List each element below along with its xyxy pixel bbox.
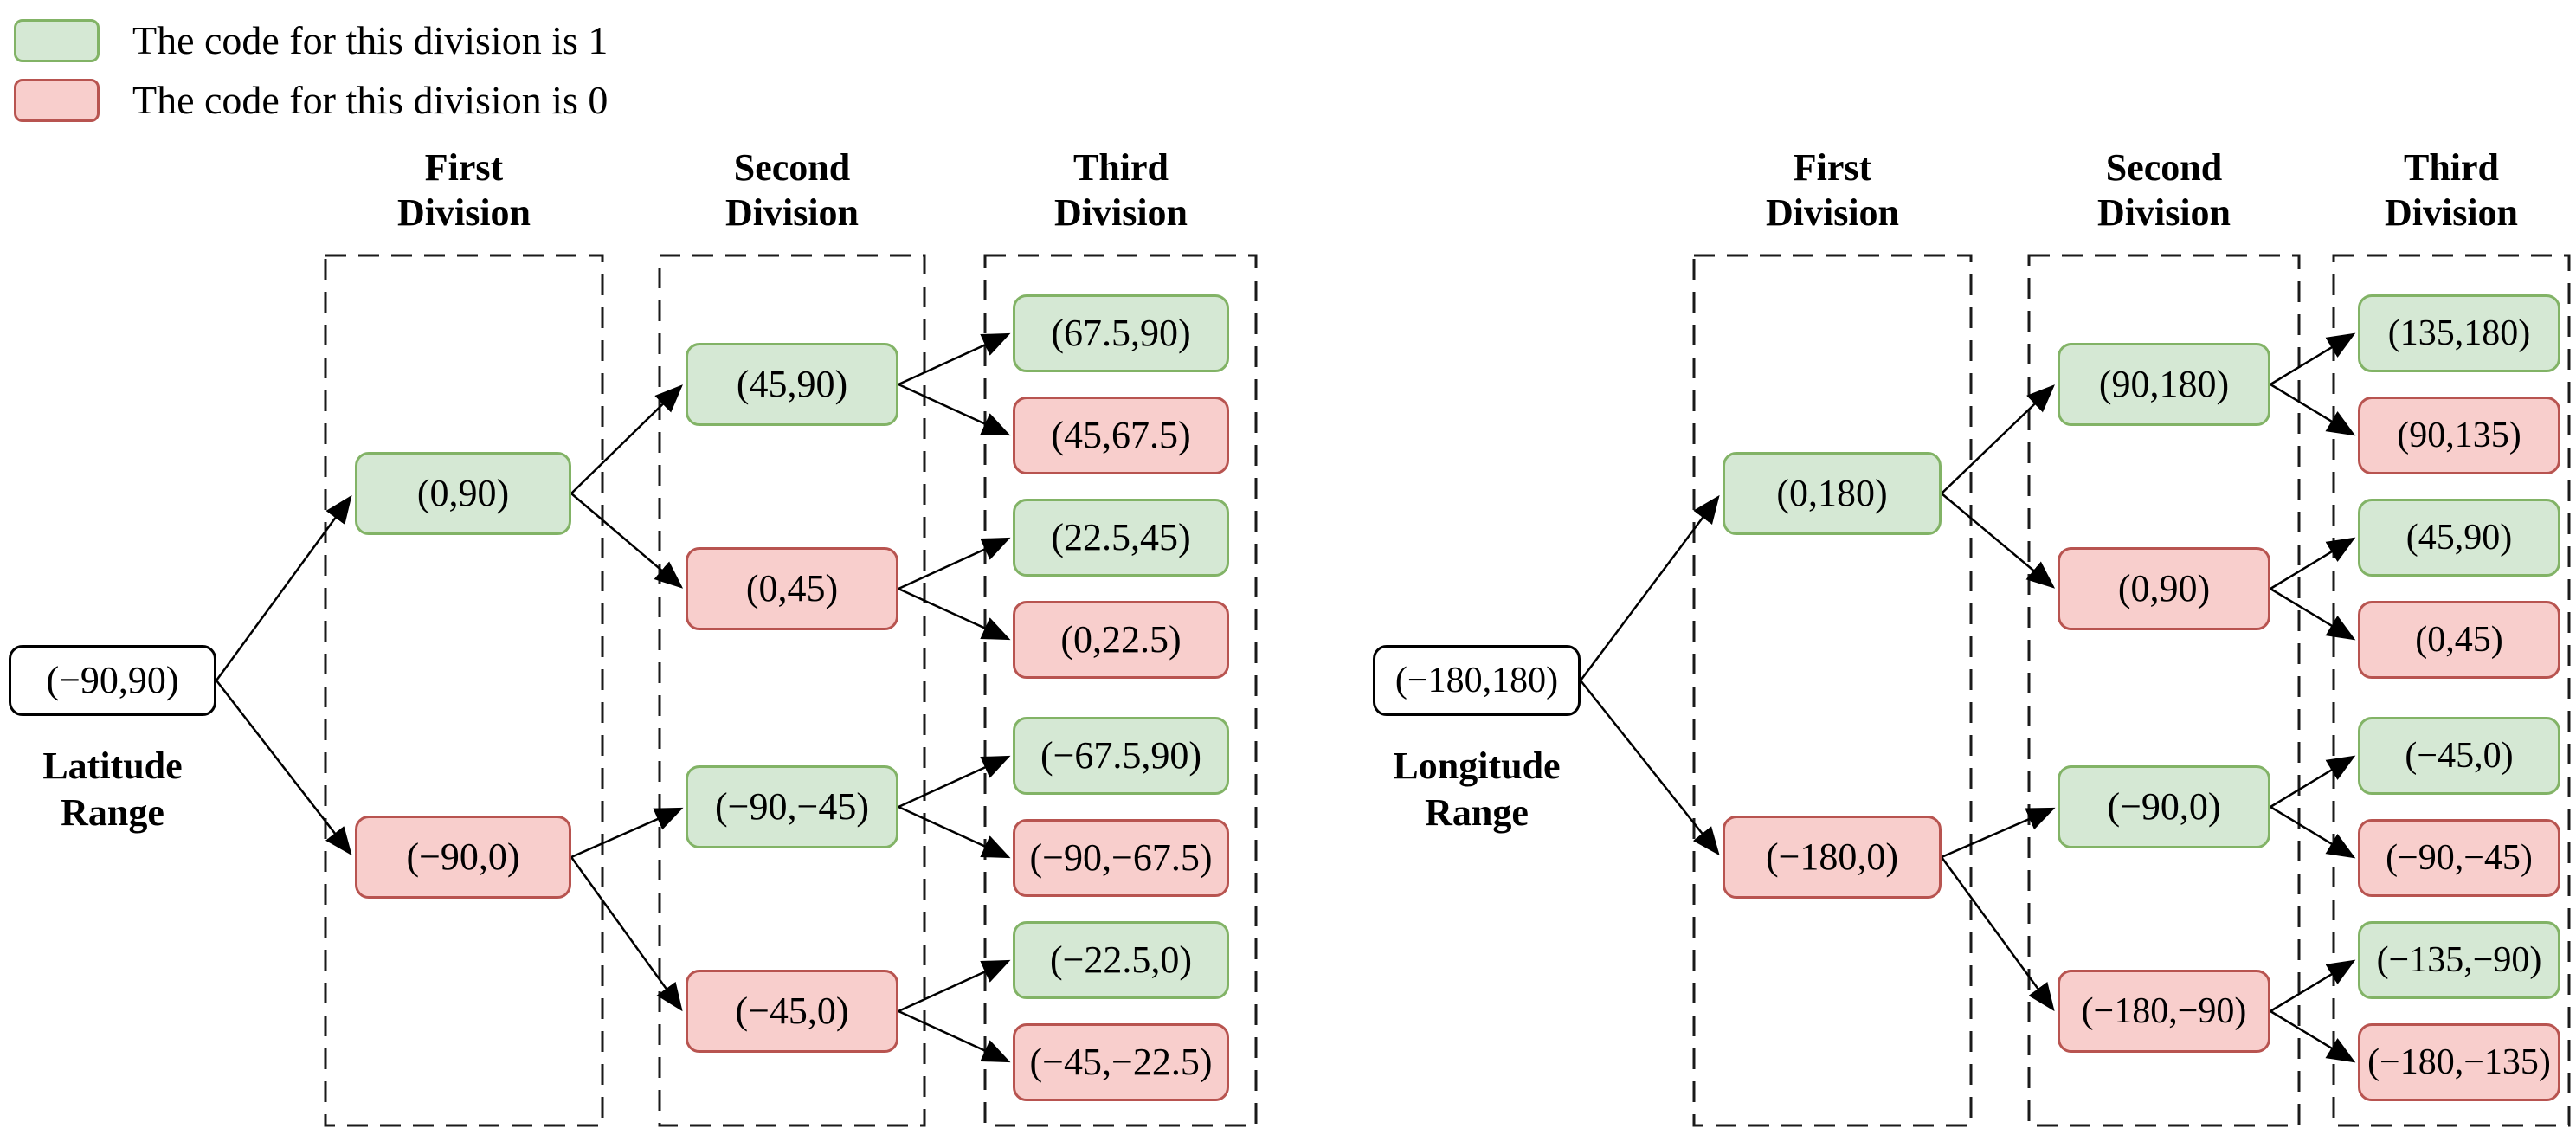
arrow-connector [2270,959,2356,1013]
latitude-third-division-node: (−67.5,90) [1013,717,1229,795]
arrow-connector [570,493,684,589]
longitude-third-division-node: (0,45) [2358,601,2560,679]
longitude-third-division-header: Third Division [2384,146,2519,234]
latitude-first-division-header: First Division [396,146,531,234]
longitude-second-division-node: (90,180) [2058,343,2270,426]
longitude-second-division-node: (0,90) [2058,547,2270,630]
latitude-third-division-node: (0,22.5) [1013,601,1229,679]
latitude-third-division-node: (−22.5,0) [1013,921,1229,999]
longitude-second-division-header: Second Division [2096,146,2231,234]
latitude-first-division-node: (0,90) [355,452,571,535]
longitude-first-division-node: (−180,0) [1723,816,1942,899]
latitude-second-division-node: (0,45) [686,547,898,630]
longitude-second-division-node: (−180,−90) [2058,970,2270,1053]
legend-swatch-green [14,19,100,62]
latitude-first-division-frame [324,254,604,1127]
arrow-connector [1941,807,2056,859]
latitude-third-division-node: (67.5,90) [1013,294,1229,372]
latitude-third-division-header: Third Division [1053,146,1188,234]
longitude-first-division-node: (0,180) [1723,452,1942,535]
latitude-second-division-node: (45,90) [686,343,898,426]
longitude-first-division-header: First Division [1765,146,1900,234]
longitude-third-division-node: (−90,−45) [2358,819,2560,897]
longitude-second-division-node: (−90,0) [2058,765,2270,848]
arrow-connector [898,383,1011,436]
arrow-connector [2270,805,2356,859]
latitude-range-label: Latitude Range [42,745,183,834]
arrow-connector [2270,332,2356,386]
longitude-third-division-node: (90,135) [2358,397,2560,474]
longitude-range-label: Longitude Range [1393,745,1561,834]
latitude-second-division-node: (−90,−45) [686,765,898,848]
legend-item-code-1: The code for this division is 1 [14,19,608,62]
arrow-connector [2270,587,2356,641]
latitude-root-node: (−90,90) [9,645,216,716]
longitude-third-division-node: (−180,−135) [2358,1023,2560,1101]
longitude-second-division-frame [2027,254,2301,1127]
longitude-third-division-node: (−45,0) [2358,717,2560,795]
latitude-second-division-header: Second Division [724,146,860,234]
arrow-connector [898,959,1011,1013]
arrow-connector [1941,493,2056,589]
division-frames-longitude [1692,254,2571,1127]
latitude-first-division-node: (−90,0) [355,816,571,899]
longitude-arrows [1580,332,2356,1063]
longitude-third-division-node: (−135,−90) [2358,921,2560,999]
latitude-arrows [215,332,1011,1063]
latitude-third-division-node: (45,67.5) [1013,397,1229,474]
latitude-third-division-frame [983,254,1258,1127]
arrow-connector [1941,384,2055,494]
arrow-connector [1580,494,1720,681]
longitude-third-division-node: (45,90) [2358,499,2560,577]
arrow-connector [1940,856,2055,1012]
legend-swatch-red [14,79,100,122]
longitude-first-division-frame [1692,254,1973,1127]
arrow-connector [570,856,683,1012]
latitude-third-division-node: (22.5,45) [1013,499,1229,577]
legend-label: The code for this division is 0 [132,78,609,122]
latitude-third-division-node: (−90,−67.5) [1013,819,1229,897]
division-frames-latitude [324,254,1258,1127]
latitude-second-division-node: (−45,0) [686,970,898,1053]
arrow-connector [898,332,1011,386]
arrow-connector [898,587,1011,641]
legend: The code for this division is 1 The code… [14,19,608,139]
arrow-connector [2270,537,2356,590]
legend-item-code-0: The code for this division is 0 [14,79,608,122]
longitude-third-division-node: (135,180) [2358,294,2560,372]
arrow-connector [898,805,1011,859]
arrow-connector [570,807,684,859]
arrow-connector [2270,755,2356,809]
arrow-connector [1580,680,1720,856]
latitude-third-division-node: (−45,−22.5) [1013,1023,1229,1101]
longitude-third-division-frame [2332,254,2571,1127]
legend-label: The code for this division is 1 [132,18,609,62]
arrow-connector [2270,383,2356,436]
arrow-connector [570,384,683,494]
arrow-connector [898,755,1011,809]
longitude-root-node: (−180,180) [1373,645,1581,716]
arrow-connector [216,680,352,856]
arrow-connector [215,494,352,681]
latitude-second-division-frame [658,254,926,1127]
arrow-connector [898,537,1011,590]
arrow-connector [898,1009,1011,1063]
arrow-connector [2270,1009,2356,1063]
